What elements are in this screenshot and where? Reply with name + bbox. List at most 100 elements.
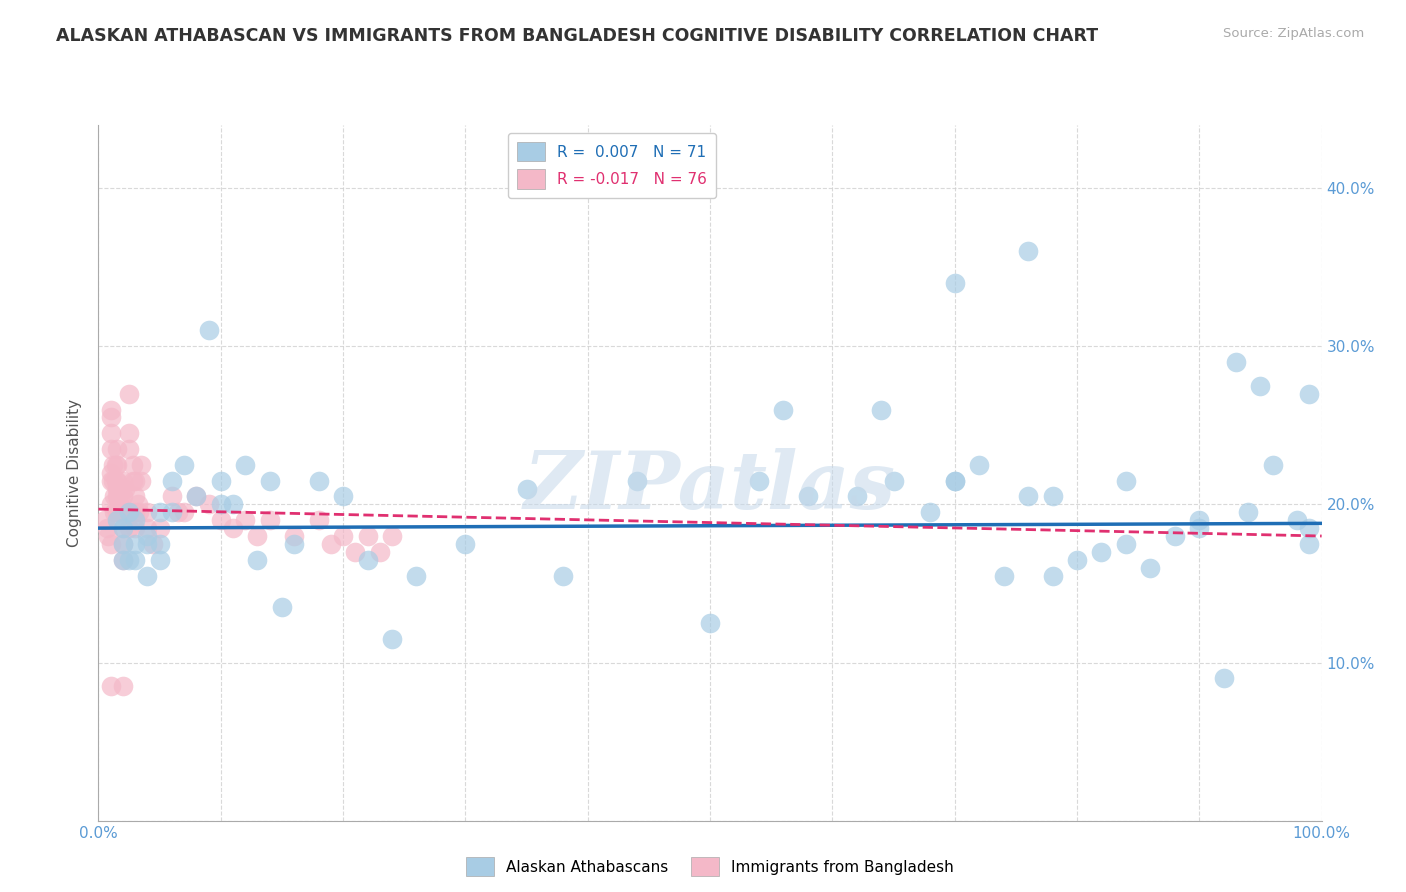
Point bbox=[209, 474, 232, 488]
Point bbox=[104, 458, 127, 472]
Point bbox=[943, 276, 966, 290]
Point bbox=[124, 505, 146, 519]
Point bbox=[111, 505, 134, 519]
Point bbox=[308, 513, 330, 527]
Point bbox=[222, 521, 245, 535]
Point bbox=[111, 490, 134, 504]
Point bbox=[1017, 490, 1039, 504]
Point bbox=[772, 402, 794, 417]
Point bbox=[104, 474, 127, 488]
Point bbox=[100, 426, 122, 441]
Point bbox=[626, 474, 648, 488]
Point bbox=[114, 505, 136, 519]
Point bbox=[1115, 537, 1137, 551]
Point bbox=[186, 490, 208, 504]
Point bbox=[368, 545, 391, 559]
Point bbox=[308, 474, 330, 488]
Point bbox=[381, 632, 404, 646]
Point bbox=[110, 490, 132, 504]
Point bbox=[111, 521, 134, 535]
Point bbox=[111, 537, 134, 551]
Point bbox=[283, 537, 305, 551]
Point bbox=[332, 490, 354, 504]
Point bbox=[129, 458, 152, 472]
Point bbox=[142, 537, 165, 551]
Point bbox=[100, 466, 122, 480]
Point bbox=[454, 537, 477, 551]
Point bbox=[149, 552, 172, 567]
Point bbox=[105, 505, 128, 519]
Point bbox=[186, 490, 208, 504]
Point bbox=[114, 482, 136, 496]
Point bbox=[97, 529, 120, 543]
Point bbox=[197, 497, 219, 511]
Point bbox=[259, 474, 281, 488]
Point bbox=[100, 679, 122, 693]
Point bbox=[993, 568, 1015, 582]
Point bbox=[149, 537, 172, 551]
Point bbox=[103, 490, 125, 504]
Point bbox=[246, 552, 269, 567]
Point bbox=[160, 490, 183, 504]
Point bbox=[111, 505, 134, 519]
Point bbox=[405, 568, 427, 582]
Point bbox=[270, 600, 294, 615]
Point bbox=[381, 529, 404, 543]
Text: ALASKAN ATHABASCAN VS IMMIGRANTS FROM BANGLADESH COGNITIVE DISABILITY CORRELATIO: ALASKAN ATHABASCAN VS IMMIGRANTS FROM BA… bbox=[56, 27, 1098, 45]
Point bbox=[107, 482, 129, 496]
Point bbox=[1286, 513, 1309, 527]
Point bbox=[246, 529, 269, 543]
Point bbox=[1237, 505, 1260, 519]
Point bbox=[553, 568, 575, 582]
Point bbox=[101, 474, 124, 488]
Point bbox=[1298, 521, 1320, 535]
Point bbox=[943, 474, 966, 488]
Point bbox=[1261, 458, 1284, 472]
Point bbox=[111, 474, 134, 488]
Point bbox=[1298, 386, 1320, 401]
Point bbox=[105, 458, 128, 472]
Point bbox=[160, 505, 183, 519]
Point bbox=[118, 505, 141, 519]
Point bbox=[124, 474, 146, 488]
Point bbox=[1188, 521, 1211, 535]
Point bbox=[1249, 378, 1271, 392]
Point bbox=[344, 545, 367, 559]
Point bbox=[1212, 671, 1234, 685]
Point bbox=[356, 552, 378, 567]
Point bbox=[111, 521, 134, 535]
Point bbox=[870, 402, 893, 417]
Point bbox=[1188, 513, 1211, 527]
Point bbox=[1225, 355, 1247, 369]
Point bbox=[107, 490, 129, 504]
Point bbox=[845, 490, 868, 504]
Point bbox=[100, 410, 122, 425]
Point bbox=[100, 497, 122, 511]
Point bbox=[124, 521, 146, 535]
Point bbox=[1042, 568, 1064, 582]
Point bbox=[136, 529, 159, 543]
Point bbox=[149, 505, 172, 519]
Point bbox=[118, 521, 141, 535]
Point bbox=[233, 458, 256, 472]
Point bbox=[222, 497, 245, 511]
Point bbox=[124, 552, 146, 567]
Point bbox=[129, 474, 152, 488]
Point bbox=[149, 521, 172, 535]
Point bbox=[197, 323, 219, 337]
Point bbox=[118, 386, 141, 401]
Text: ZIPatlas: ZIPatlas bbox=[524, 448, 896, 525]
Point bbox=[883, 474, 905, 488]
Point bbox=[797, 490, 820, 504]
Point bbox=[121, 458, 143, 472]
Point bbox=[136, 505, 159, 519]
Point bbox=[515, 482, 537, 496]
Point bbox=[356, 529, 378, 543]
Point bbox=[748, 474, 770, 488]
Point bbox=[100, 474, 122, 488]
Point bbox=[105, 482, 128, 496]
Point bbox=[136, 537, 159, 551]
Y-axis label: Cognitive Disability: Cognitive Disability bbox=[67, 399, 83, 547]
Point bbox=[1066, 552, 1088, 567]
Point bbox=[101, 458, 124, 472]
